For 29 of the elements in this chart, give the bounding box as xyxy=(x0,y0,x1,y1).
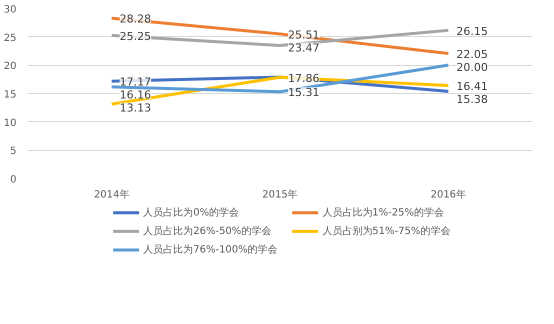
data-label: 28.28 xyxy=(120,12,152,26)
data-label: 17.17 xyxy=(120,76,152,89)
data-label: 16.41 xyxy=(456,80,488,94)
legend-label: 人员占比为26%-50%的学会 xyxy=(143,224,272,237)
data-label: 20.00 xyxy=(456,61,488,74)
x-tick-label: 2015年 xyxy=(262,188,298,200)
data-label: 16.16 xyxy=(120,88,152,102)
data-label: 15.38 xyxy=(456,93,488,106)
data-label: 22.05 xyxy=(456,48,488,62)
data-label: 17.86 xyxy=(288,72,320,85)
data-label: 25.51 xyxy=(288,28,320,42)
y-tick-label: 5 xyxy=(10,146,17,158)
legend-label: 人员占比为1%-25%的学会 xyxy=(322,206,444,218)
x-tick-label: 2016年 xyxy=(430,188,466,200)
legend-label: 人员占比为0%的学会 xyxy=(143,206,240,218)
y-tick-label: 10 xyxy=(4,118,17,129)
data-label: 13.13 xyxy=(120,102,152,115)
y-tick-label: 15 xyxy=(4,90,17,100)
y-tick-label: 25 xyxy=(4,32,17,44)
y-tick-label: 0 xyxy=(10,174,17,186)
legend-label: 人员占比为76%-100%的学会 xyxy=(143,244,278,256)
data-label: 26.15 xyxy=(456,24,488,38)
data-label: 25.25 xyxy=(120,30,152,43)
y-tick-label: 30 xyxy=(4,4,17,16)
y-tick-label: 20 xyxy=(4,61,17,72)
legend-label: 人员占别为51%-75%的学会 xyxy=(322,224,450,237)
x-tick-label: 2014年 xyxy=(94,188,130,200)
data-label: 15.31 xyxy=(288,86,320,100)
data-label: 23.47 xyxy=(288,41,320,54)
